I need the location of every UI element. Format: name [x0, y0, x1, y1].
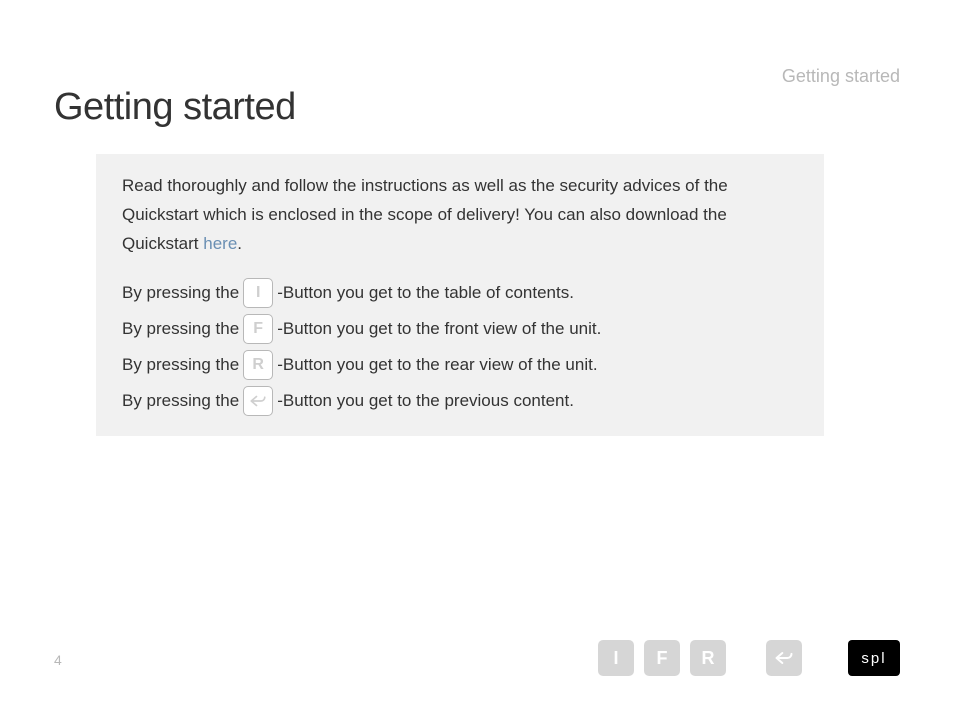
nav-prefix: By pressing the	[122, 315, 239, 344]
nav-line-back: By pressing the -Button you get to the p…	[122, 386, 798, 416]
key-f: F	[243, 314, 273, 344]
section-label: Getting started	[782, 66, 900, 87]
toc-button[interactable]: I	[598, 640, 634, 676]
footer-buttons: I F R spl	[598, 640, 900, 676]
intro-text-after: .	[237, 234, 242, 253]
key-i: I	[243, 278, 273, 308]
nav-prefix: By pressing the	[122, 351, 239, 380]
footer: 4 I F R spl	[0, 636, 954, 676]
spl-logo: spl	[848, 640, 900, 676]
nav-prefix: By pressing the	[122, 279, 239, 308]
nav-suffix: -Button you get to the previous content.	[277, 387, 574, 416]
nav-instructions-box: By pressing the I -Button you get to the…	[96, 258, 824, 436]
back-button[interactable]	[766, 640, 802, 676]
page-title: Getting started	[54, 86, 296, 129]
key-back	[243, 386, 273, 416]
key-r: R	[243, 350, 273, 380]
logo-text: spl	[861, 650, 886, 667]
nav-line-toc: By pressing the I -Button you get to the…	[122, 278, 798, 308]
quickstart-link[interactable]: here	[203, 234, 237, 253]
nav-line-front: By pressing the F -Button you get to the…	[122, 314, 798, 344]
nav-suffix: -Button you get to the rear view of the …	[277, 351, 597, 380]
nav-line-rear: By pressing the R -Button you get to the…	[122, 350, 798, 380]
nav-suffix: -Button you get to the front view of the…	[277, 315, 601, 344]
page-number: 4	[54, 652, 62, 668]
back-arrow-icon	[774, 651, 794, 665]
nav-prefix: By pressing the	[122, 387, 239, 416]
page: Getting started Getting started Read tho…	[0, 0, 954, 716]
nav-suffix: -Button you get to the table of contents…	[277, 279, 574, 308]
back-arrow-icon	[249, 395, 267, 407]
front-view-button[interactable]: F	[644, 640, 680, 676]
rear-view-button[interactable]: R	[690, 640, 726, 676]
